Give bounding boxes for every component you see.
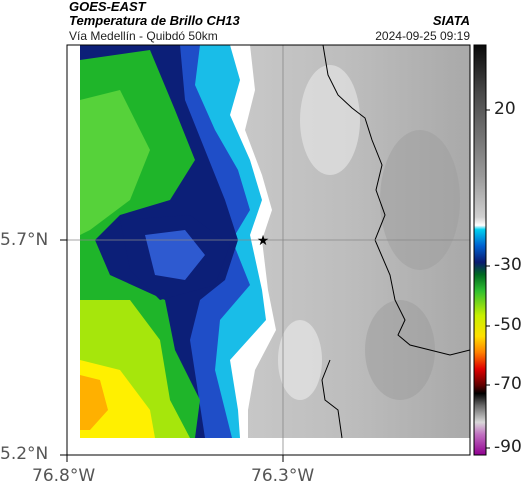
lat-tick-5-7: 5.7°N: [0, 230, 49, 250]
department-border: [322, 45, 470, 356]
timestamp-label: 2024-09-25 09:19: [375, 29, 470, 43]
colorbar: [473, 44, 487, 456]
colorbar-tick-neg90: -90: [494, 437, 522, 457]
colorbar-tick-neg50: -50: [494, 315, 522, 335]
colorbar-tick-neg30: -30: [494, 255, 522, 275]
gray-texture-4: [365, 300, 435, 400]
gray-texture-3: [380, 130, 460, 270]
product-title: Temperatura de Brillo CH13: [69, 13, 240, 28]
star-icon: ★: [257, 233, 270, 249]
source-label: SIATA: [432, 13, 470, 28]
lat-tick-5-2: 5.2°N: [0, 444, 49, 464]
lon-tick-76-3: 76.3°W: [251, 466, 315, 486]
satellite-title: GOES-EAST: [69, 0, 146, 14]
map-frame: [66, 44, 471, 456]
colorbar-tick-neg70: -70: [494, 374, 522, 394]
department-border-south: [321, 359, 343, 439]
gray-texture-1: [300, 65, 360, 175]
cloud-orange-patch: [80, 375, 108, 430]
cloud-light-green-band: [80, 90, 150, 235]
gray-texture-2: [278, 320, 322, 400]
cloud-core-mid-blue: [145, 230, 205, 280]
route-subtitle: Vía Medellín - Quibdó 50km: [69, 29, 218, 43]
brightness-temperature-layer: [67, 45, 470, 455]
colorbar-tick-20: 20: [494, 99, 516, 119]
lon-tick-76-8: 76.8°W: [32, 466, 96, 486]
